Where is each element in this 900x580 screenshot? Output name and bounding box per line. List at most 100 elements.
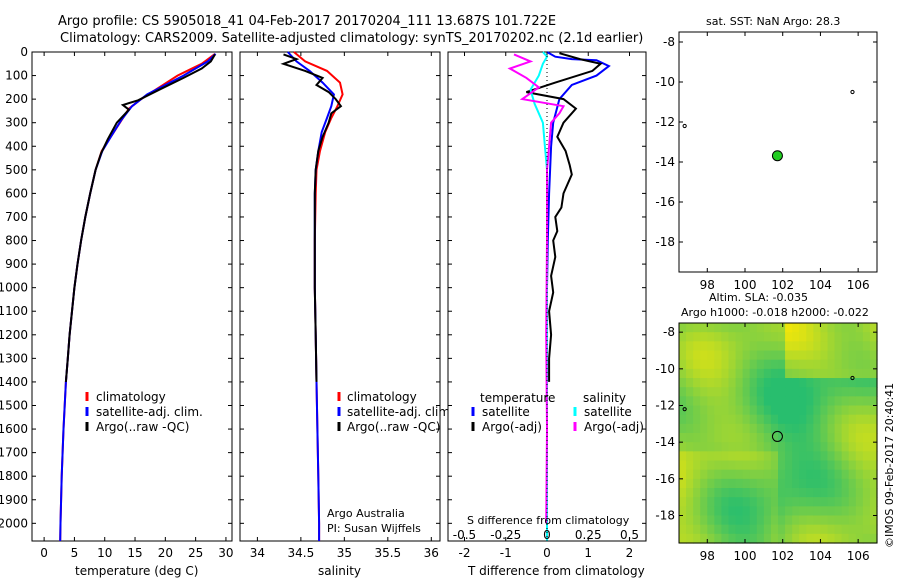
sla-cell [799, 524, 807, 535]
sla-cell [742, 433, 751, 443]
sla-cell [714, 387, 723, 397]
sla-cell [735, 350, 744, 361]
sla-cell [785, 332, 793, 342]
sla-cell [806, 387, 814, 397]
sla-cell [778, 387, 786, 397]
sla-cell [749, 478, 758, 489]
sla-cell [827, 515, 836, 526]
difference-panel: -2 -1 0 1 2 -0.5 -0.25 0 0.25 0.5 temperature salin… [447, 51, 647, 560]
sst-map-panel: 98 100 102 104 106 -8 -10 -12 -14 -16 -18 [655, 31, 878, 292]
sla-cell [763, 341, 772, 352]
lon-tick-label: 100 [734, 278, 757, 292]
sla-cell [778, 423, 786, 434]
sla-cell [820, 368, 829, 379]
sla-cell [855, 350, 864, 361]
sla-cell [785, 405, 793, 416]
sla-cell [862, 350, 871, 361]
sla-cell [763, 497, 772, 507]
sla-cell [848, 460, 857, 471]
temperature-xlabel: temperature (deg C) [75, 564, 198, 578]
sla-cell [848, 451, 857, 462]
sla-cell [799, 405, 807, 416]
sla-cell [799, 451, 807, 462]
lon-tick-label: 102 [771, 549, 794, 563]
neighbor-1-marker [850, 89, 855, 95]
sla-cell [785, 350, 793, 361]
sla-cell [862, 524, 871, 535]
sla-cell [728, 423, 737, 434]
sla-cell [806, 405, 814, 416]
depth-tick-label: 700 [5, 210, 28, 224]
sla-cell [778, 396, 786, 407]
sla-cell [756, 405, 765, 416]
sla-cell [813, 506, 822, 517]
sla-cell [813, 515, 822, 526]
sla-cell [693, 414, 701, 425]
sla-cell [700, 350, 708, 361]
sla-cell [792, 488, 800, 498]
sla-cell [693, 533, 701, 544]
sla-cell [714, 378, 723, 388]
sla-cell [707, 396, 715, 407]
sla-cell [820, 451, 829, 462]
sla-cell [834, 515, 843, 526]
x-tick-label: 34 [250, 546, 265, 560]
sla-cell [834, 332, 843, 342]
legend-label: satellite [482, 405, 530, 419]
sla-cell [707, 451, 715, 462]
sla-cell [862, 423, 871, 434]
sla-cell [820, 378, 829, 388]
sla-cell [820, 442, 829, 452]
sla-cell [827, 533, 836, 544]
sla-cell [785, 442, 793, 452]
sla-cell [848, 323, 857, 333]
sla-cell [749, 460, 758, 471]
sla-cell [799, 433, 807, 443]
sla-cell [770, 423, 779, 434]
sla-cell [742, 488, 751, 498]
sla-cell [742, 414, 751, 425]
depth-tick-label: 300 [5, 116, 28, 130]
x-tick-label: 20 [158, 546, 173, 560]
sla-cell [834, 506, 843, 517]
sla-cell [799, 497, 807, 507]
sla-cell [855, 533, 864, 544]
depth-tick-label: 1600 [0, 422, 28, 436]
sla-cell [806, 332, 814, 342]
sla-cell [806, 359, 814, 370]
sla-cell [721, 524, 730, 535]
sla-cell [827, 359, 836, 370]
sla-cell [700, 506, 708, 517]
sla-cell [848, 497, 857, 507]
sla-cell [721, 497, 730, 507]
depth-tick-label: 1300 [0, 351, 28, 365]
sst-map-title: sat. SST: NaN Argo: 28.3 [706, 15, 840, 28]
depth-tick-label: 100 [5, 69, 28, 83]
sla-cell [792, 515, 800, 526]
sla-cell [756, 506, 765, 517]
sla-cell [749, 323, 758, 333]
sla-cell [778, 451, 786, 462]
sla-cell [813, 488, 822, 498]
sla-cell [855, 405, 864, 416]
salinity-annotation-line-1: Argo Australia [327, 507, 405, 520]
sla-cell [841, 524, 850, 535]
sla-cell [686, 433, 694, 443]
sla-cell [813, 387, 822, 397]
sla-cell [742, 524, 751, 535]
plot-frame [239, 51, 441, 542]
sla-cell [714, 323, 723, 333]
sla-cell [707, 460, 715, 471]
sla-cell [763, 423, 772, 434]
sla-cell [742, 378, 751, 388]
sla-cell [792, 469, 800, 480]
sla-cell [799, 414, 807, 425]
sla-cell [707, 368, 715, 379]
sla-cell [679, 350, 687, 361]
sla-cell [700, 405, 708, 416]
sla-cell [869, 368, 878, 379]
sla-cell [742, 506, 751, 517]
legend-label: satellite-adj. clim. [347, 405, 454, 419]
sla-cell [827, 433, 836, 443]
sla-cell [841, 405, 850, 416]
